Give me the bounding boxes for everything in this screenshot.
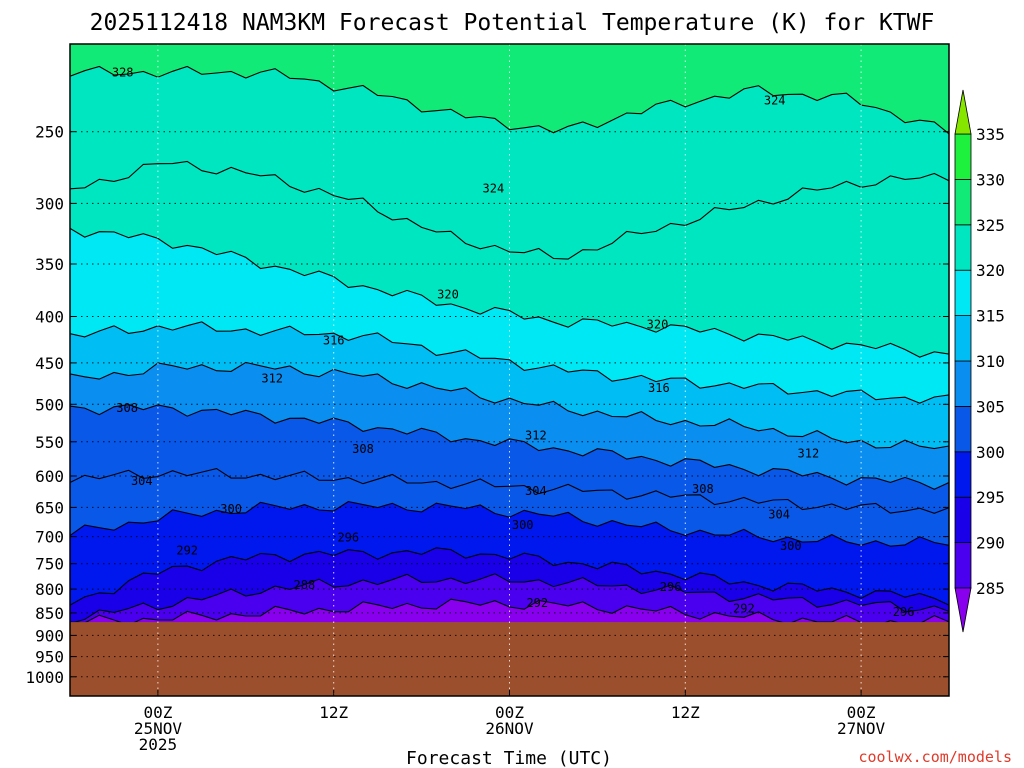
contour-line-288 (70, 598, 949, 627)
contour-label-308: 308 (116, 401, 138, 415)
colorbar-extend-bottom (954, 587, 972, 633)
contour-label-304: 304 (768, 508, 790, 522)
y-axis: 250 300 350 400 450 500 550 600 650 700 750 800 850 9… (25, 123, 949, 687)
contour-label-316: 316 (648, 381, 670, 395)
contour-label-312: 312 (525, 428, 547, 442)
chart-title: 2025112418 NAM3KM Forecast Potential Tem… (90, 10, 935, 36)
x-tick-label-18-0: 12Z (319, 703, 348, 722)
y-tick-label-400: 400 (35, 308, 64, 327)
x-tick-label-30-0: 00Z (495, 703, 524, 722)
x-tick-label-6-0: 00Z (143, 703, 172, 722)
color-fill-bands (70, 44, 949, 696)
colorbar-tick-label-325: 325 (976, 216, 1005, 235)
colorbar-tick-label-290: 290 (976, 534, 1005, 553)
contour-label-296: 296 (337, 531, 359, 545)
contour-line-304 (70, 468, 949, 514)
colorbar-tick-label-330: 330 (976, 170, 1005, 189)
contour-label-292: 292 (176, 543, 198, 557)
colorbar-swatch-285 (954, 542, 972, 589)
below-ground-area (70, 622, 949, 696)
y-tick-label-1000: 1000 (25, 668, 64, 687)
colorbar-tick-label-315: 315 (976, 307, 1005, 326)
colorbar-tick-label-285: 285 (976, 579, 1005, 598)
y-tick-label-600: 600 (35, 467, 64, 486)
grid-lines (70, 44, 949, 696)
y-tick-label-750: 750 (35, 555, 64, 574)
colorbar-tick-label-305: 305 (976, 397, 1005, 416)
contour-label-308: 308 (352, 442, 374, 456)
contour-line-320 (70, 227, 949, 358)
colorbar-swatch-295 (954, 451, 972, 498)
y-tick-label-900: 900 (35, 626, 64, 645)
y-tick-label-650: 650 (35, 498, 64, 517)
contour-label-328: 328 (112, 65, 134, 79)
colorbar-swatch-290 (954, 496, 972, 544)
colorbar-tick-label-320: 320 (976, 261, 1005, 280)
contour-label-292: 292 (733, 601, 755, 615)
x-tick-label-6-1: 25NOV (134, 719, 183, 738)
contour-label-324: 324 (483, 182, 505, 196)
colorbar-swatch-300 (954, 405, 972, 453)
contour-label-324: 324 (764, 94, 786, 108)
contour-line-292 (70, 573, 949, 625)
x-axis-title: Forecast Time (UTC) (406, 748, 612, 768)
contour-label-288: 288 (294, 578, 316, 592)
x-tick-label-54-1: 27NOV (837, 719, 886, 738)
contour-labels: 328 324 324 320 320 316 316 312 312 312 308 308 308 3… (112, 65, 915, 619)
contour-line-296 (70, 547, 949, 606)
colorbar-tick-label-310: 310 (976, 352, 1005, 371)
contour-label-320: 320 (647, 317, 669, 331)
colorbar-extend-top (954, 89, 972, 135)
contour-lines (70, 65, 949, 627)
contour-line-316 (70, 321, 949, 404)
colorbar-tick-label-335: 335 (976, 125, 1005, 144)
y-tick-label-800: 800 (35, 580, 64, 599)
colorbar-tick-label-295: 295 (976, 488, 1005, 507)
contour-label-316: 316 (323, 333, 345, 347)
y-tick-label-350: 350 (35, 255, 64, 274)
contour-label-296: 296 (893, 605, 915, 619)
contour-label-312: 312 (261, 371, 283, 385)
x-tick-label-42-0: 12Z (671, 703, 700, 722)
contour-label-300: 300 (780, 539, 802, 553)
y-tick-label-450: 450 (35, 354, 64, 373)
credit-text: coolwx.com/models (858, 748, 1012, 766)
x-tick-label-54-0: 00Z (847, 703, 876, 722)
contour-line-324 (70, 160, 949, 260)
contour-label-300: 300 (512, 518, 534, 532)
contour-label-304: 304 (131, 474, 153, 488)
y-tick-label-700: 700 (35, 528, 64, 547)
y-tick-label-850: 850 (35, 604, 64, 623)
contour-label-292: 292 (526, 596, 548, 610)
colorbar-tick-label-300: 300 (976, 443, 1005, 462)
y-tick-label-550: 550 (35, 433, 64, 452)
colorbar-swatch-310 (954, 315, 972, 362)
x-tick-label-30-1: 26NOV (485, 719, 534, 738)
colorbar-swatch-330 (954, 133, 972, 180)
colorbar-swatch-305 (954, 360, 972, 407)
contour-label-300: 300 (220, 502, 242, 516)
colorbar: 285 290 295 300 305 310 315 320 325 330 335 (954, 89, 1005, 633)
y-tick-label-950: 950 (35, 648, 64, 667)
y-tick-label-300: 300 (35, 194, 64, 213)
contour-label-296: 296 (660, 580, 682, 594)
contour-line-328 (70, 65, 949, 135)
contour-label-312: 312 (798, 447, 820, 461)
y-tick-label-250: 250 (35, 123, 64, 142)
contour-label-320: 320 (437, 287, 459, 301)
contour-line-312 (70, 361, 949, 450)
x-tick-label-6-2: 2025 (139, 735, 178, 754)
colorbar-swatch-320 (954, 224, 972, 271)
colorbar-swatch-315 (954, 269, 972, 317)
colorbar-swatch-325 (954, 178, 972, 226)
y-tick-label-500: 500 (35, 395, 64, 414)
contour-label-304: 304 (525, 484, 547, 498)
contour-label-308: 308 (692, 482, 714, 496)
